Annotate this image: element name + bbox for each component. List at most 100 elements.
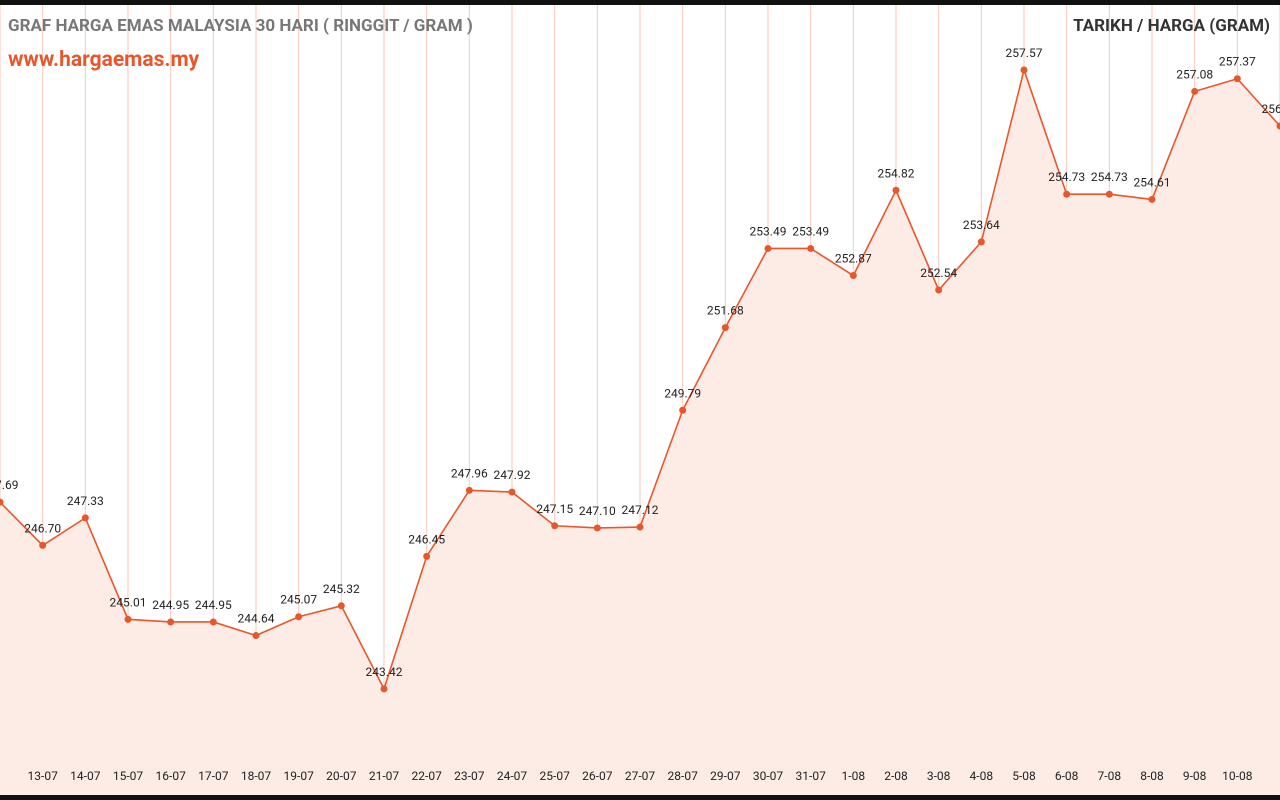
x-tick-label: 27-07 bbox=[625, 769, 656, 783]
bottom-border bbox=[0, 795, 1280, 800]
x-tick-label: 6-08 bbox=[1055, 769, 1079, 783]
x-tick-label: 31-07 bbox=[796, 769, 827, 783]
point bbox=[81, 514, 89, 522]
x-tick-label: 7-08 bbox=[1098, 769, 1122, 783]
point bbox=[295, 613, 303, 621]
x-tick-label: 16-07 bbox=[156, 769, 187, 783]
x-tick-label: 20-07 bbox=[326, 769, 357, 783]
point bbox=[252, 632, 260, 640]
x-tick-label: 29-07 bbox=[710, 769, 741, 783]
x-tick-label: 15-07 bbox=[113, 769, 144, 783]
value-label: 257.57 bbox=[1006, 46, 1043, 60]
value-label: 247.92 bbox=[494, 468, 531, 482]
point bbox=[39, 541, 47, 549]
x-tick-label: 30-07 bbox=[753, 769, 784, 783]
point bbox=[1233, 75, 1241, 83]
x-tick-label: 1-08 bbox=[842, 769, 866, 783]
value-label: 247.10 bbox=[579, 504, 616, 518]
point bbox=[849, 272, 857, 280]
value-label: 244.95 bbox=[152, 598, 189, 612]
value-label: 245.01 bbox=[110, 595, 147, 609]
value-label: 247.69 bbox=[0, 478, 18, 492]
x-tick-label: 9-08 bbox=[1183, 769, 1207, 783]
point bbox=[1105, 190, 1113, 198]
point bbox=[721, 324, 729, 332]
value-label: 244.64 bbox=[238, 612, 275, 626]
x-tick-label: 10-08 bbox=[1222, 769, 1253, 783]
value-label: 254.73 bbox=[1091, 170, 1128, 184]
value-label: 247.15 bbox=[536, 502, 573, 516]
point bbox=[551, 522, 559, 530]
value-label: 244.95 bbox=[195, 598, 232, 612]
value-label: 243.42 bbox=[366, 665, 403, 679]
value-label: 253.49 bbox=[750, 224, 787, 238]
x-tick-label: 3-08 bbox=[927, 769, 951, 783]
point bbox=[124, 615, 132, 623]
x-tick-label: 22-07 bbox=[412, 769, 443, 783]
value-label: 246.70 bbox=[24, 521, 61, 535]
x-tick-label: 18-07 bbox=[241, 769, 272, 783]
point bbox=[337, 602, 345, 610]
value-label: 254.73 bbox=[1048, 170, 1085, 184]
value-label: 245.07 bbox=[280, 593, 317, 607]
point bbox=[1020, 66, 1028, 74]
value-label: 252.54 bbox=[920, 266, 957, 280]
chart-subtitle: www.hargaemas.my bbox=[8, 48, 200, 72]
area bbox=[0, 69, 1280, 796]
x-tick-label: 28-07 bbox=[668, 769, 699, 783]
point bbox=[1276, 122, 1280, 130]
value-label: 251.68 bbox=[707, 304, 744, 318]
value-label: 247.96 bbox=[451, 466, 488, 480]
x-tick-label: 2-08 bbox=[884, 769, 908, 783]
value-label: 253.64 bbox=[963, 218, 1000, 232]
point bbox=[465, 486, 473, 494]
x-tick-label: 19-07 bbox=[284, 769, 315, 783]
point bbox=[807, 244, 815, 252]
point bbox=[209, 618, 217, 626]
x-tick-label: 25-07 bbox=[540, 769, 571, 783]
point bbox=[508, 488, 516, 496]
top-border bbox=[0, 0, 1280, 5]
x-tick-label: 21-07 bbox=[369, 769, 400, 783]
x-tick-label: 26-07 bbox=[582, 769, 613, 783]
x-tick-label: 23-07 bbox=[454, 769, 485, 783]
point bbox=[636, 523, 644, 531]
point bbox=[679, 406, 687, 414]
value-label: 247.12 bbox=[622, 503, 659, 517]
chart-title: GRAF HARGA EMAS MALAYSIA 30 HARI ( RINGG… bbox=[8, 16, 473, 36]
point bbox=[935, 286, 943, 294]
point bbox=[892, 186, 900, 194]
x-tick-label: 8-08 bbox=[1140, 769, 1164, 783]
x-tick-label: 24-07 bbox=[497, 769, 528, 783]
x-tick-label: 5-08 bbox=[1012, 769, 1036, 783]
x-tick-label: 13-07 bbox=[28, 769, 59, 783]
point bbox=[764, 244, 772, 252]
value-label: 254.61 bbox=[1134, 175, 1171, 189]
x-tick-label: 17-07 bbox=[198, 769, 229, 783]
value-label: 249.79 bbox=[664, 386, 701, 400]
value-label: 252.87 bbox=[835, 252, 872, 266]
point bbox=[0, 498, 4, 506]
value-label: 247.33 bbox=[67, 494, 104, 508]
point bbox=[1191, 87, 1199, 95]
legend-label: TARIKH / HARGA (GRAM) bbox=[1073, 16, 1270, 36]
value-label: 256.29 bbox=[1262, 102, 1280, 116]
point bbox=[1063, 190, 1071, 198]
value-label: 245.32 bbox=[323, 582, 360, 596]
point bbox=[1148, 195, 1156, 203]
point bbox=[380, 685, 388, 693]
value-label: 257.37 bbox=[1219, 55, 1256, 69]
value-label: 257.08 bbox=[1176, 67, 1213, 81]
point bbox=[423, 552, 431, 560]
value-label: 254.82 bbox=[878, 166, 915, 180]
x-tick-label: 14-07 bbox=[70, 769, 101, 783]
value-label: 246.45 bbox=[408, 532, 445, 546]
value-label: 253.49 bbox=[792, 224, 829, 238]
point bbox=[593, 524, 601, 532]
point bbox=[977, 238, 985, 246]
x-tick-label: 4-08 bbox=[970, 769, 994, 783]
point bbox=[167, 618, 175, 626]
